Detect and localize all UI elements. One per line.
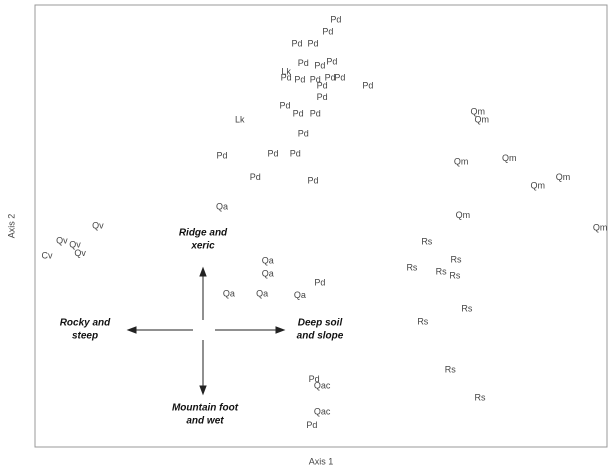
point-label: Qa: [262, 255, 274, 265]
point-label: Qa: [256, 288, 268, 298]
annotation: steep: [72, 331, 98, 342]
point-label: Qv: [69, 239, 81, 249]
point-label: Pd: [279, 101, 290, 111]
point-label: Rs: [475, 392, 486, 402]
point-label: Qm: [502, 153, 517, 163]
point-label: Qac: [314, 406, 331, 416]
annotation: Mountain foot: [172, 403, 239, 414]
annotation: Rocky and: [60, 318, 111, 329]
annotation: Deep soil: [298, 318, 343, 329]
point-label: Pd: [281, 72, 292, 82]
point-label: Pd: [317, 80, 328, 90]
point-label: Qm: [531, 181, 546, 191]
point-label: Rs: [417, 316, 428, 326]
point-label: Rs: [449, 270, 460, 280]
point-label: Rs: [406, 262, 417, 272]
point-label: Rs: [421, 236, 432, 246]
point-label: Pd: [326, 56, 337, 66]
point-label: Pd: [298, 58, 309, 68]
point-label: Rs: [436, 266, 447, 276]
point-label: Rs: [445, 364, 456, 374]
point-label: Pd: [330, 14, 341, 24]
y-axis-label: Axis 2: [6, 214, 16, 239]
point-label: Pd: [298, 128, 309, 138]
point-label: Qa: [223, 288, 235, 298]
x-axis-label: Axis 1: [309, 456, 334, 466]
point-label: Qm: [470, 106, 485, 116]
point-label: Cv: [42, 250, 53, 260]
point-label: Pd: [314, 277, 325, 287]
point-label: Qa: [262, 269, 274, 279]
point-label: Qm: [593, 223, 608, 233]
point-label: Pd: [217, 151, 228, 161]
point-label: Pd: [306, 420, 317, 430]
point-label: Pd: [314, 60, 325, 70]
annotation: Ridge and: [179, 228, 228, 239]
point-label: Lk: [235, 114, 245, 124]
point-label: Qv: [92, 220, 104, 230]
annotation: and slope: [297, 331, 344, 342]
point-label: Pd: [307, 175, 318, 185]
point-label: Qm: [456, 210, 471, 220]
point-label: Pd: [325, 72, 336, 82]
point-label: Pd: [250, 172, 261, 182]
point-label: Pd: [290, 148, 301, 158]
point-label: Pd: [362, 80, 373, 90]
point-label: Qm: [556, 172, 571, 182]
point-label: Lk: [281, 67, 291, 77]
point-label: Qm: [474, 114, 489, 124]
point-label: Qa: [294, 290, 306, 300]
plot-frame: [34, 4, 608, 448]
point-label: Pd: [334, 72, 345, 82]
point-label: Pd: [310, 109, 321, 119]
point-label: Qv: [74, 248, 86, 258]
point-label: Pd: [307, 38, 318, 48]
direction-arrows: [126, 266, 286, 396]
point-label: Pd: [267, 148, 278, 158]
annotation: xeric: [190, 241, 215, 252]
point-label: Pd: [317, 92, 328, 102]
point-label: Pd: [293, 109, 304, 119]
point-label: Pd: [294, 75, 305, 85]
point-label: Qv: [56, 235, 68, 245]
point-label: Rs: [450, 254, 461, 264]
point-label: Pd: [310, 75, 321, 85]
point-label: Rs: [461, 303, 472, 313]
point-label: Qm: [454, 156, 469, 166]
point-label: Pd: [291, 38, 302, 48]
point-label: Pd: [309, 374, 320, 384]
point-label: Qa: [216, 201, 228, 211]
point-label: Pd: [322, 26, 333, 36]
point-label: Qac: [314, 380, 331, 390]
annotation: and wet: [186, 416, 224, 427]
